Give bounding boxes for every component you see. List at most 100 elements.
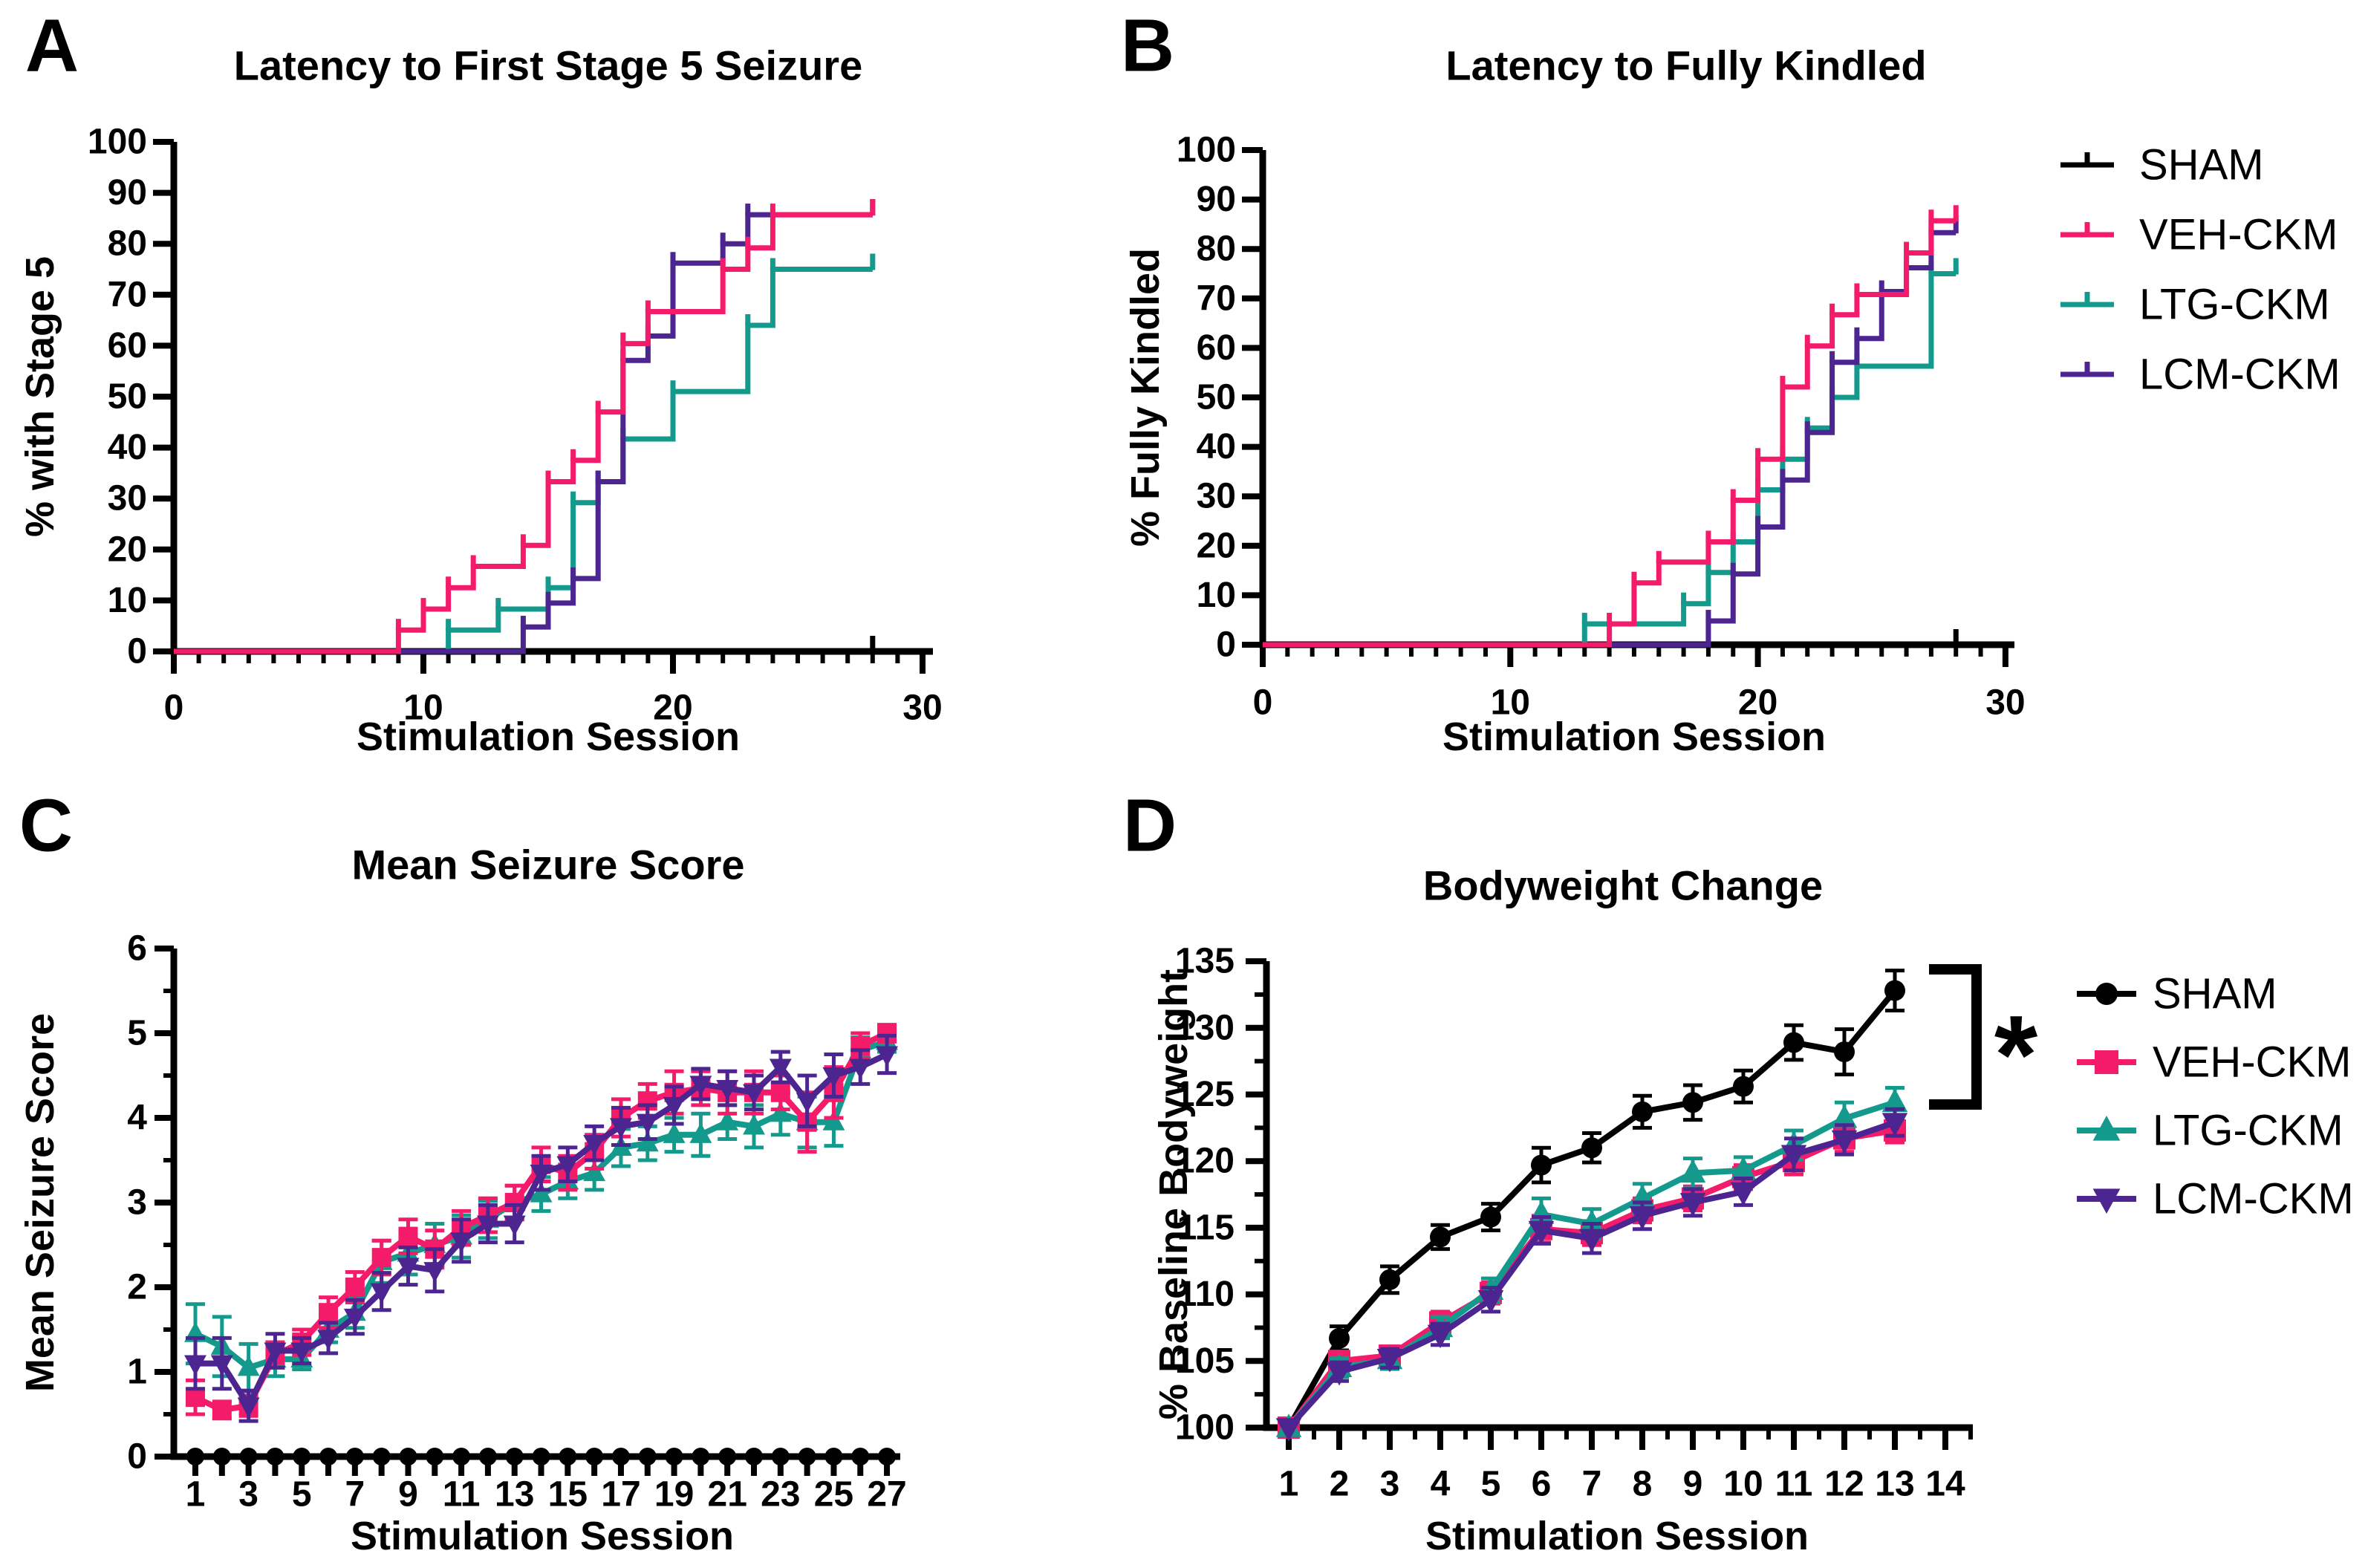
svg-text:2: 2	[1330, 1465, 1350, 1504]
svg-text:7: 7	[1582, 1465, 1602, 1504]
legend-d-item-lcm: LCM-CKM	[2153, 1174, 2354, 1223]
svg-text:3: 3	[1380, 1465, 1400, 1504]
svg-text:20: 20	[108, 530, 147, 569]
svg-text:100: 100	[88, 123, 147, 162]
svg-text:130: 130	[1175, 1008, 1235, 1047]
svg-text:21: 21	[708, 1475, 747, 1515]
panel-d-title: Bodyweight Change	[1422, 862, 1824, 909]
svg-text:10: 10	[1197, 576, 1236, 615]
svg-text:5: 5	[1481, 1465, 1501, 1504]
svg-text:11: 11	[443, 1475, 481, 1515]
svg-text:40: 40	[108, 428, 147, 467]
panel-a-ylabel: % with Stage 5	[18, 256, 62, 538]
svg-text:25: 25	[814, 1475, 853, 1515]
svg-text:50: 50	[108, 377, 147, 417]
legend-b-item-sham: SHAM	[2139, 140, 2264, 189]
svg-text:8: 8	[1633, 1465, 1653, 1504]
panel-d-ylabel: % Baseline Bodyweight	[1151, 969, 1196, 1420]
panel-c-ylabel: Mean Seizure Score	[18, 1012, 62, 1393]
svg-text:1: 1	[127, 1353, 147, 1392]
panel-b-title: Latency to Fully Kindled	[1445, 42, 1927, 89]
svg-text:120: 120	[1175, 1142, 1235, 1181]
svg-text:0: 0	[127, 1437, 147, 1477]
svg-text:6: 6	[127, 929, 147, 969]
panel-c-xlabel: Stimulation Session	[350, 1514, 735, 1558]
svg-text:30: 30	[1985, 683, 2025, 723]
svg-text:19: 19	[654, 1475, 694, 1515]
panel-b-xlabel: Stimulation Session	[1442, 715, 1827, 759]
svg-text:5: 5	[292, 1475, 312, 1515]
legend-d-item-ltg: LTG-CKM	[2153, 1106, 2343, 1155]
svg-text:13: 13	[495, 1475, 534, 1515]
svg-text:100: 100	[1177, 131, 1236, 170]
svg-text:105: 105	[1175, 1341, 1235, 1381]
panel-c-title: Mean Seizure Score	[351, 841, 745, 888]
svg-text:110: 110	[1177, 1275, 1235, 1314]
svg-text:27: 27	[867, 1475, 906, 1515]
legend-b-item-veh: VEH-CKM	[2139, 210, 2338, 259]
svg-text:80: 80	[108, 224, 147, 264]
svg-text:0: 0	[1216, 625, 1236, 665]
svg-text:20: 20	[1197, 526, 1236, 565]
svg-text:10: 10	[1723, 1465, 1763, 1504]
legend-b-item-lcm: LCM-CKM	[2139, 350, 2341, 399]
legend-b-item-ltg: LTG-CKM	[2139, 280, 2330, 329]
svg-text:2: 2	[127, 1268, 147, 1307]
svg-text:15: 15	[548, 1475, 588, 1515]
panel-letter-d: D	[1122, 784, 1177, 868]
svg-text:1: 1	[1279, 1465, 1299, 1504]
svg-text:0: 0	[1253, 683, 1273, 723]
svg-text:6: 6	[1532, 1465, 1552, 1504]
svg-text:5: 5	[127, 1014, 147, 1053]
svg-text:12: 12	[1824, 1465, 1864, 1504]
panel-a-title: Latency to First Stage 5 Seizure	[233, 42, 863, 89]
svg-text:20: 20	[1738, 683, 1777, 723]
svg-text:125: 125	[1175, 1075, 1235, 1114]
svg-text:13: 13	[1875, 1465, 1914, 1504]
svg-text:80: 80	[1197, 230, 1236, 269]
svg-text:17: 17	[601, 1475, 640, 1515]
legend-d-item-sham: SHAM	[2153, 969, 2277, 1018]
svg-text:60: 60	[1197, 328, 1236, 368]
svg-text:14: 14	[1925, 1465, 1965, 1504]
svg-text:0: 0	[164, 689, 184, 728]
svg-text:70: 70	[108, 275, 147, 314]
svg-text:90: 90	[108, 173, 147, 212]
svg-text:10: 10	[403, 689, 443, 728]
svg-text:1: 1	[186, 1475, 206, 1515]
svg-text:3: 3	[238, 1475, 258, 1515]
svg-text:20: 20	[653, 689, 692, 728]
svg-text:10: 10	[1491, 683, 1530, 723]
svg-text:11: 11	[1775, 1465, 1813, 1504]
svg-text:9: 9	[1683, 1465, 1703, 1504]
svg-text:23: 23	[761, 1475, 800, 1515]
panel-b-ylabel: % Fully Kindled	[1123, 247, 1168, 547]
panel-letter-b: B	[1120, 4, 1175, 88]
svg-text:70: 70	[1197, 279, 1236, 318]
panel-letter-c: C	[19, 784, 74, 868]
svg-text:3: 3	[127, 1183, 147, 1223]
svg-text:4: 4	[1431, 1465, 1451, 1504]
svg-text:30: 30	[108, 479, 147, 518]
svg-text:4: 4	[127, 1099, 147, 1138]
significance-asterisk: *	[1994, 992, 2038, 1117]
svg-text:30: 30	[1197, 477, 1236, 516]
svg-text:0: 0	[127, 632, 147, 671]
svg-text:7: 7	[345, 1475, 365, 1515]
svg-text:100: 100	[1175, 1408, 1235, 1448]
legend-d-item-veh: VEH-CKM	[2153, 1038, 2352, 1087]
svg-text:10: 10	[108, 581, 147, 620]
svg-text:115: 115	[1177, 1208, 1235, 1247]
svg-text:90: 90	[1197, 180, 1236, 219]
svg-text:40: 40	[1197, 427, 1236, 466]
panel-letter-a: A	[25, 4, 79, 88]
svg-text:9: 9	[398, 1475, 418, 1515]
svg-text:60: 60	[108, 326, 147, 365]
panel-a-xlabel: Stimulation Session	[356, 715, 741, 759]
panel-d-xlabel: Stimulation Session	[1425, 1514, 1809, 1558]
svg-text:50: 50	[1197, 378, 1236, 417]
svg-text:135: 135	[1175, 942, 1235, 981]
svg-text:30: 30	[902, 689, 942, 728]
